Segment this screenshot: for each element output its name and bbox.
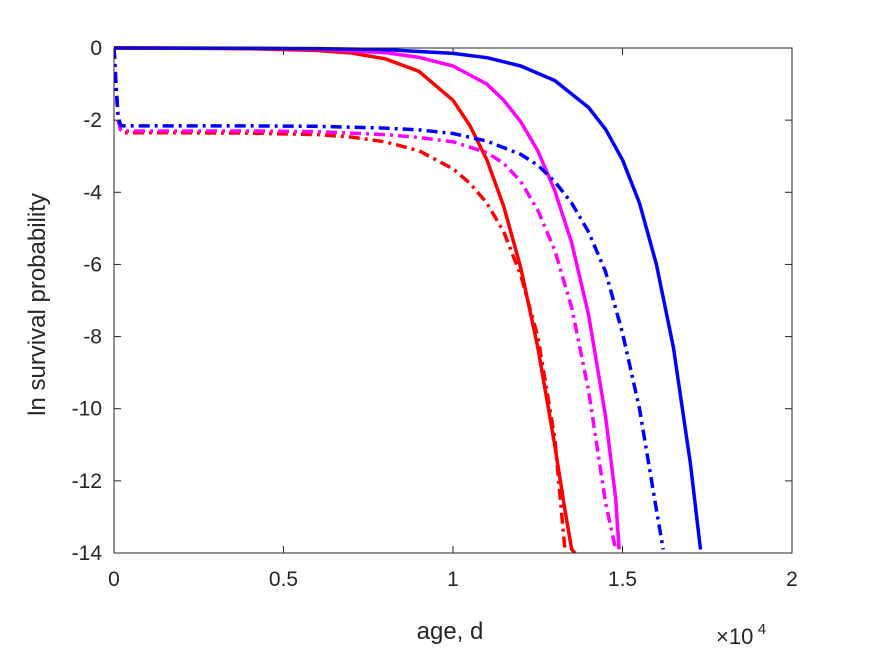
x-axis-multiplier-exponent: 4 xyxy=(758,621,766,638)
x-tick-label: 1 xyxy=(447,568,459,591)
y-tick-label: -6 xyxy=(83,253,102,276)
x-axis-multiplier: ×10 4 xyxy=(716,621,766,649)
y-tick-label: -8 xyxy=(83,326,102,349)
y-tick-label: -2 xyxy=(83,109,102,132)
x-tick-label: 0.5 xyxy=(269,568,298,591)
y-tick-label: -4 xyxy=(83,181,102,204)
y-tick-label: -14 xyxy=(72,542,103,565)
x-tick-label: 1.5 xyxy=(608,568,637,591)
ticks-layer: 0 0.5 1 1.5 2 0 -2 -4 -6 -8 -10 -12 -14 xyxy=(72,37,798,591)
x-tick-label: 0 xyxy=(108,568,120,591)
y-tick-label: 0 xyxy=(90,37,102,60)
x-tick-label: 2 xyxy=(786,568,798,591)
series-line-6 xyxy=(114,47,665,550)
y-axis-label: ln survival probability xyxy=(24,193,51,416)
x-axis-label: age, d xyxy=(417,618,484,645)
y-tick-label: -12 xyxy=(72,470,102,493)
x-axis-multiplier-base: ×10 xyxy=(716,624,753,649)
y-tick-label: -10 xyxy=(72,398,102,421)
